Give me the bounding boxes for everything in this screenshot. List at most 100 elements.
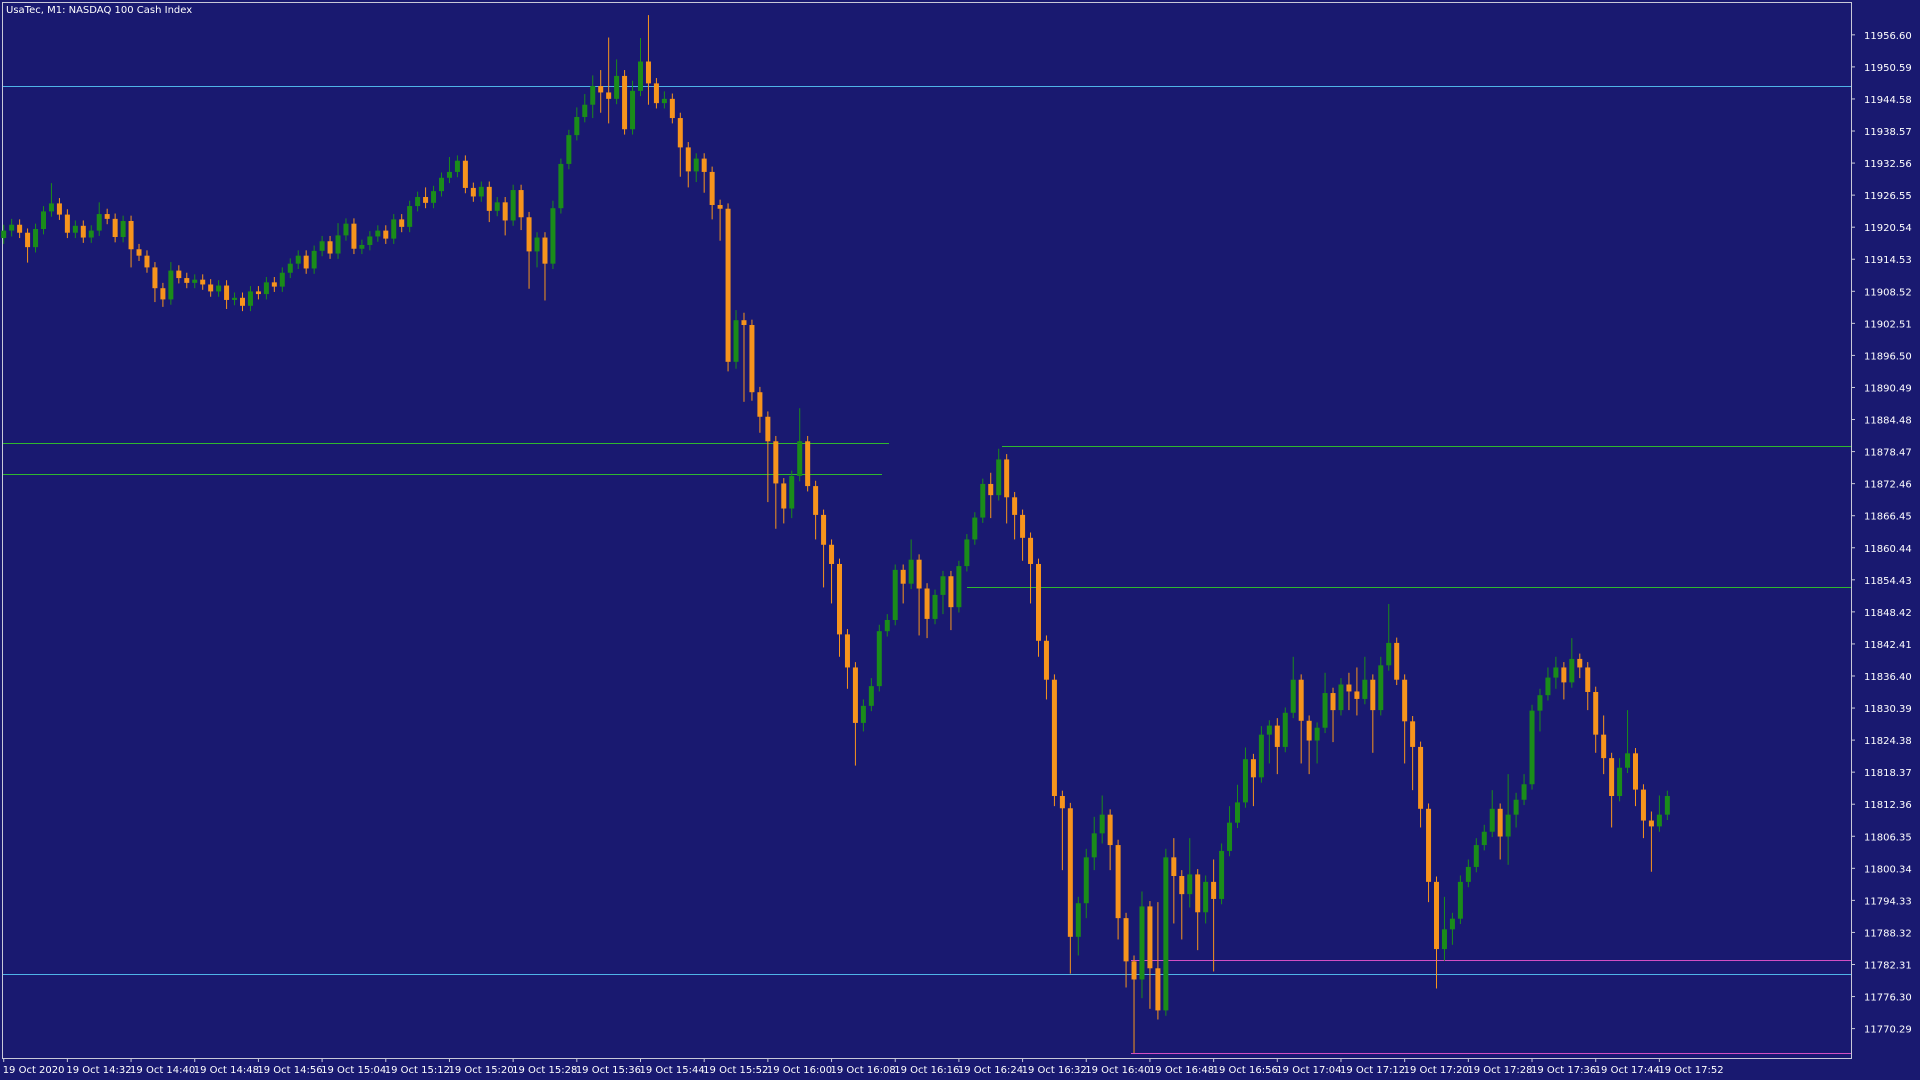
candle-body <box>765 416 771 442</box>
candle-body <box>781 483 787 509</box>
candle-body <box>829 544 835 564</box>
y-tick-label: 11860.44 <box>1864 544 1912 555</box>
candle-body <box>964 539 970 567</box>
candle-body <box>112 218 118 237</box>
candle-body <box>303 255 309 269</box>
candle-body <box>988 483 994 496</box>
candle-body <box>41 211 46 229</box>
candle-body <box>1322 693 1328 728</box>
candle-body <box>367 236 373 246</box>
candle-body <box>1059 795 1065 809</box>
candle-body <box>653 83 659 104</box>
y-tick-label: 11812.36 <box>1864 800 1912 811</box>
candle-body <box>542 237 548 264</box>
x-tick-label: 19 Oct 2020 <box>3 1065 65 1076</box>
candle-body <box>144 255 150 268</box>
x-tick-label: 19 Oct 17:36 <box>1531 1065 1596 1076</box>
candle-body <box>940 576 946 595</box>
plot-frame <box>2 2 1852 1059</box>
x-tick-label: 19 Oct 17:04 <box>1276 1065 1341 1076</box>
candle-body <box>1235 802 1240 823</box>
candle-body <box>1242 759 1248 803</box>
candle-body <box>566 135 572 164</box>
candle-body <box>757 392 763 417</box>
y-tick-label: 11842.41 <box>1864 640 1912 651</box>
candle-body <box>48 203 54 212</box>
candle-body <box>1426 808 1432 882</box>
candle-body <box>1473 845 1479 867</box>
candle-body <box>1569 658 1575 683</box>
candle-body <box>1227 822 1233 851</box>
x-tick-label: 19 Oct 17:12 <box>1340 1065 1405 1076</box>
candle-body <box>478 186 484 197</box>
candle-body <box>1123 918 1129 962</box>
candle-body <box>972 517 978 540</box>
x-tick-label: 19 Oct 16:32 <box>1022 1065 1087 1076</box>
candle-body <box>359 245 365 249</box>
candle-body <box>701 158 707 172</box>
candle-body <box>1147 906 1153 969</box>
candle-body <box>9 224 15 231</box>
candle-body <box>494 202 500 211</box>
candle-body <box>247 291 253 306</box>
candle-body <box>996 459 1002 496</box>
x-tick-label: 19 Oct 17:44 <box>1595 1065 1660 1076</box>
candle-body <box>1465 866 1471 882</box>
y-tick-label: 11818.37 <box>1864 768 1912 779</box>
candle-body <box>1099 814 1105 834</box>
candle-body <box>1 230 7 239</box>
candle-body <box>1012 497 1018 515</box>
y-tick-label: 11800.34 <box>1864 864 1912 875</box>
chart-title: UsaTec, M1: NASDAQ 100 Cash Index <box>6 5 192 16</box>
candle-body <box>446 171 452 178</box>
candle-body <box>630 90 636 130</box>
candle-body <box>1330 693 1336 711</box>
x-tick-label: 19 Oct 16:48 <box>1149 1065 1214 1076</box>
candle-body <box>860 705 866 723</box>
candle-body <box>80 225 86 238</box>
candle-body <box>407 206 413 227</box>
candle-body <box>104 214 110 219</box>
candle-body <box>1258 734 1264 778</box>
x-tick-label: 19 Oct 15:04 <box>321 1065 386 1076</box>
candle-body <box>1441 929 1447 950</box>
candle-body <box>900 569 906 584</box>
candle-body <box>733 320 739 362</box>
candle-body <box>208 284 214 292</box>
y-tick-label: 11806.35 <box>1864 832 1912 843</box>
candle-body <box>423 196 429 203</box>
candle-body <box>1051 679 1057 796</box>
candle-body <box>1656 814 1662 827</box>
candle-body <box>351 223 357 249</box>
candle-body <box>176 270 182 279</box>
candle-body <box>399 219 405 227</box>
candle-body <box>924 588 930 619</box>
candle-body <box>1601 734 1607 759</box>
candle-body <box>876 631 882 687</box>
candle-body <box>271 282 277 287</box>
candle-body <box>120 220 126 237</box>
candle-body <box>1266 725 1272 735</box>
candle-body <box>224 285 230 300</box>
candle-body <box>1449 918 1455 930</box>
x-tick-label: 19 Oct 17:20 <box>1404 1065 1469 1076</box>
candle-body <box>574 116 580 136</box>
candle-body <box>1545 677 1551 696</box>
candle-body <box>343 223 349 236</box>
candle-body <box>1028 537 1034 564</box>
candle-body <box>1633 753 1638 790</box>
candle-body <box>598 86 604 93</box>
candle-body <box>1187 874 1193 895</box>
candle-body <box>184 278 190 283</box>
candle-body <box>1290 679 1296 713</box>
candle-body <box>1609 758 1615 796</box>
candle-body <box>677 118 683 148</box>
candle-body <box>1211 881 1217 899</box>
candle-body <box>1075 903 1081 937</box>
candle-body <box>916 559 922 589</box>
candle-body <box>797 441 803 476</box>
candle-body <box>837 563 842 635</box>
candle-body <box>1489 808 1495 832</box>
y-tick-label: 11782.31 <box>1864 960 1912 971</box>
